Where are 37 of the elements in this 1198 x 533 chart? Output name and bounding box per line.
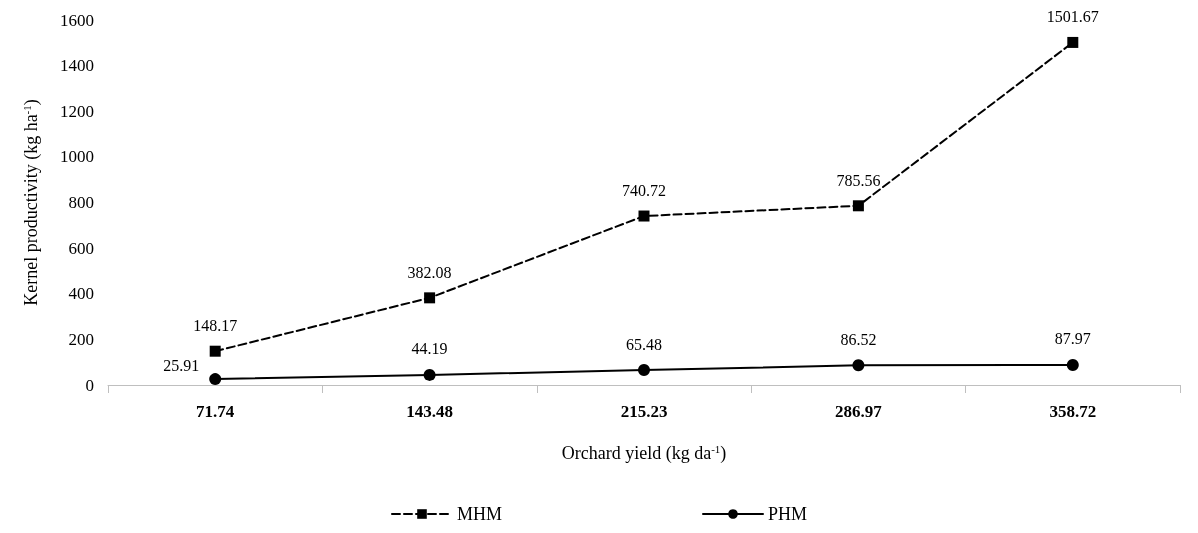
point bbox=[852, 200, 864, 212]
data-label: 740.72 bbox=[622, 182, 666, 200]
data-label: 87.97 bbox=[1054, 330, 1091, 348]
y-tick-label: 1000 bbox=[60, 147, 94, 167]
data-label: 1501.67 bbox=[1046, 8, 1099, 26]
data-label: 44.19 bbox=[411, 340, 448, 358]
y-tick-label: 1200 bbox=[60, 101, 94, 121]
legend-label: MHM bbox=[456, 504, 502, 524]
y-tick-label: 1400 bbox=[60, 56, 94, 76]
point bbox=[209, 373, 222, 386]
x-tick-label: 358.72 bbox=[1049, 402, 1097, 421]
y-tick-label: 600 bbox=[68, 238, 94, 258]
data-label: 25.91 bbox=[163, 356, 200, 374]
y-tick-label: 0 bbox=[85, 375, 94, 395]
x-tick-label: 71.74 bbox=[196, 402, 235, 421]
x-tick-label: 286.97 bbox=[835, 402, 883, 421]
y-axis-title: Kernel productivity (kg ha-1) bbox=[20, 99, 42, 306]
y-tick-label: 200 bbox=[68, 329, 94, 349]
point bbox=[638, 364, 650, 377]
point bbox=[638, 210, 650, 222]
point bbox=[1066, 358, 1079, 371]
point bbox=[852, 359, 865, 372]
y-tick-label: 800 bbox=[68, 193, 94, 212]
data-label: 785.56 bbox=[836, 171, 881, 189]
point bbox=[424, 292, 436, 304]
point bbox=[209, 345, 221, 357]
data-label: 65.48 bbox=[626, 335, 662, 353]
point bbox=[423, 368, 436, 381]
x-tick-label: 143.48 bbox=[406, 402, 453, 421]
y-tick-label: 1600 bbox=[60, 10, 94, 30]
data-label: 382.08 bbox=[407, 263, 452, 281]
y-tick-label: 400 bbox=[68, 284, 94, 304]
point bbox=[1067, 36, 1079, 48]
data-label: 148.17 bbox=[193, 317, 238, 335]
legend-label: PHM bbox=[768, 504, 808, 524]
data-label: 86.52 bbox=[840, 330, 877, 348]
x-tick-label: 215.23 bbox=[620, 402, 668, 421]
